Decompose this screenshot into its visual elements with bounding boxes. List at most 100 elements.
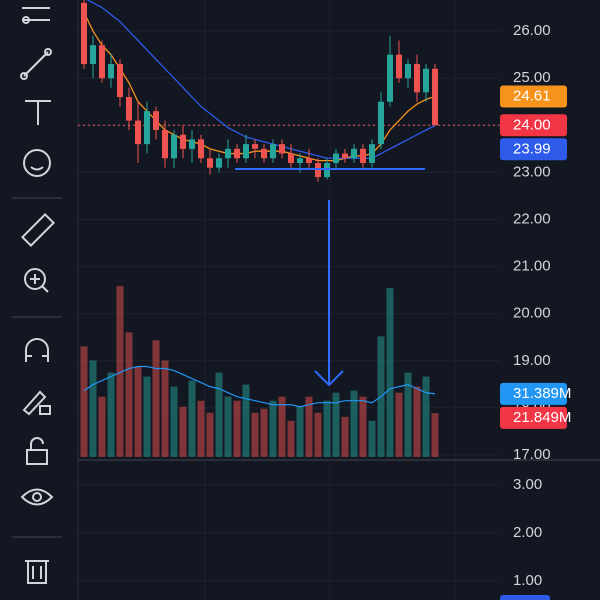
y-tick-label: 22.00 [513,210,551,227]
candle-body [369,144,375,163]
text-tool[interactable] [25,100,51,125]
volume-bar [359,396,367,457]
axis-tag-label: 24.00 [513,116,551,133]
y-tick-label: 1.00 [513,572,542,589]
candle-body [261,148,267,159]
candle-body [180,134,186,149]
candle-body [342,153,348,159]
volume-bar [152,340,160,457]
visibility-tool[interactable] [20,488,54,506]
volume-bar [215,372,223,457]
volume-bar [251,412,259,457]
lines-tool[interactable] [22,7,50,24]
volume-bar [431,413,439,457]
lock-tool[interactable] [26,437,48,465]
volume-ma [83,365,436,408]
axis-tag-label: 0.16 [513,597,542,600]
volume-bar [278,396,286,457]
axis-tag-label: 23.99 [513,140,551,157]
volume-bar [413,386,421,457]
volume-bar [143,376,151,457]
drawings [235,168,425,387]
candle-body [216,158,222,168]
axis-tag [500,114,567,137]
candle-body [315,162,321,178]
candle-body [99,45,105,79]
arrow-head [314,370,344,387]
draw-lock-tool[interactable] [22,390,51,416]
volume-layer [80,286,439,457]
candle-body [126,97,132,121]
emoji-tool[interactable] [23,149,51,177]
volume-bar [368,420,376,457]
volume-bar [125,332,133,457]
candle-body [144,111,150,145]
candle-body [189,139,195,149]
volume-bar [314,412,322,457]
axis-tag [500,85,567,108]
toolbar [12,7,62,584]
candle-body [234,148,240,159]
delete-tool[interactable] [25,560,49,584]
price-axis: 26.00 25.00 24.00 23.00 22.00 21.00 20.00 19.00… [500,22,571,600]
magnet-tool[interactable] [25,338,49,362]
candle-body [378,101,384,145]
candle-body [243,144,249,159]
y-tick-label: 17.00 [513,446,551,463]
moving-average [83,11,436,162]
volume-bar [350,390,358,457]
volume-bar [332,392,340,457]
volume-bar [89,360,97,457]
y-tick-label: 2.00 [513,524,542,541]
candle-body [162,130,168,159]
volume-bar [422,376,430,457]
volume-bar [224,396,232,457]
candle-body [387,54,393,102]
candle-body [270,144,276,159]
volume-bar [98,396,106,457]
volume-bar [161,360,169,457]
volume-bar [107,372,115,457]
price-layer [78,0,500,182]
candle-body [324,162,330,178]
volume-bar [206,412,214,457]
y-tick-label: 21.00 [513,258,551,275]
candle-body [153,111,159,130]
volume-bar [170,386,178,457]
axis-tag [500,595,550,600]
axis-tag [500,406,567,429]
candle-body [198,139,204,159]
volume-bar [404,372,412,457]
candle-body [360,148,366,163]
trendline-tool[interactable] [20,48,52,80]
volume-bar [260,408,268,457]
candle-body [117,64,123,98]
volume-bar [188,380,196,457]
y-tick-label: 19.00 [513,352,551,369]
ruler-tool[interactable] [21,213,55,247]
candle-body [171,134,177,159]
volume-bar [386,288,394,457]
candle-body [252,144,258,149]
axis-tag-label: 21.849M [513,409,571,426]
candle-body [225,148,231,159]
candle-body [135,120,141,145]
candle-body [297,158,303,163]
candle-body [207,158,213,168]
volume-bar [134,366,142,457]
axis-tag-label: 24.61 [513,88,551,105]
axis-tag [500,138,567,161]
volume-bar [197,400,205,457]
candle-body [333,153,339,163]
volume-bar [323,400,331,457]
zoom-tool[interactable] [24,268,49,293]
moving-average [86,0,436,159]
y-tick-label: 20.00 [513,305,551,322]
candle-body [396,54,402,79]
y-tick-label: 23.00 [513,163,551,180]
volume-bar [305,396,313,457]
axis-tag-label: 31.389M [513,385,571,402]
candle-body [279,144,285,154]
volume-bar [233,400,241,457]
